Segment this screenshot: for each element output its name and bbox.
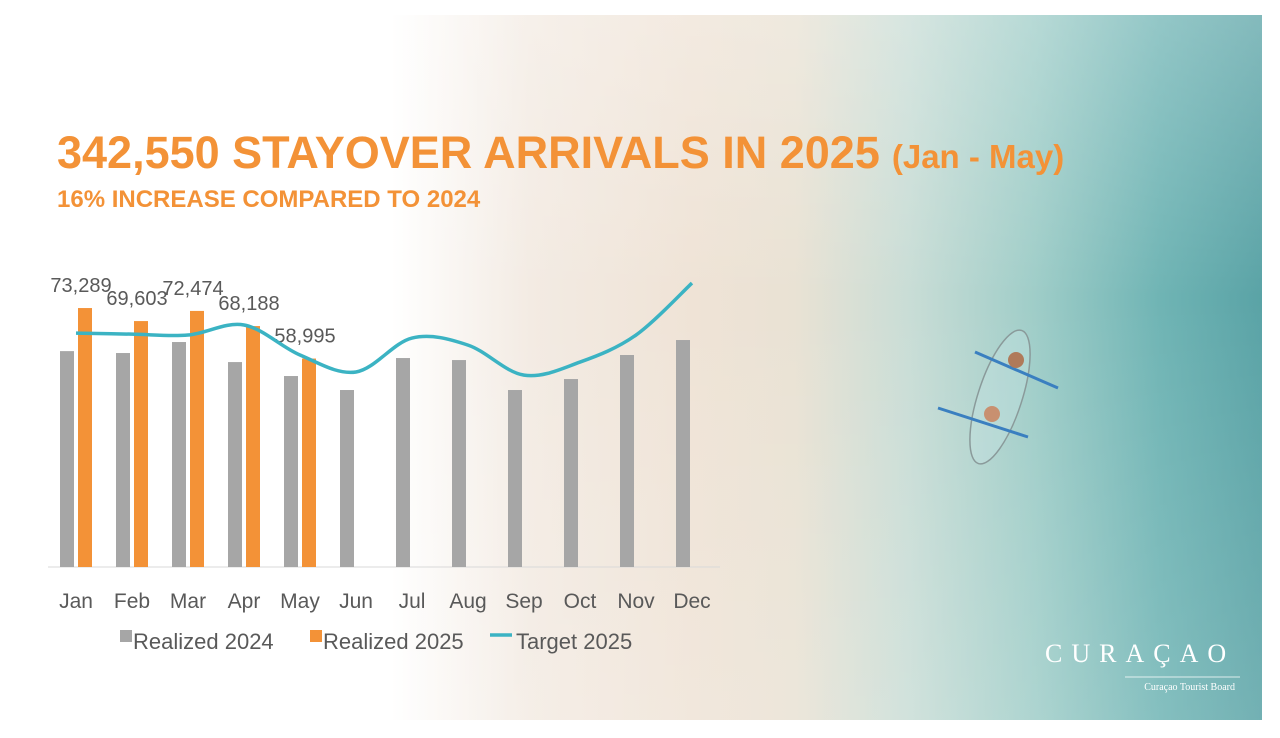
legend-label: Realized 2024 [133, 629, 274, 654]
legend-label: Target 2025 [516, 629, 632, 654]
x-tick-label: Dec [673, 590, 710, 613]
x-tick-label: Jan [59, 590, 93, 613]
logo-name: CURAÇAO [1045, 639, 1235, 668]
kayak [937, 329, 1059, 465]
x-tick-label: Feb [114, 590, 150, 613]
logo-tagline: Curaçao Tourist Board [1144, 682, 1235, 693]
chart-title-suffix: (Jan - May) [892, 138, 1064, 175]
value-label: 73,289 [50, 275, 111, 297]
x-tick-label: May [280, 590, 320, 613]
chart-title: 342,550 STAYOVER ARRIVALS IN 2025 [57, 127, 880, 178]
bar [396, 358, 410, 567]
x-tick-label: Jul [399, 590, 426, 613]
value-label: 58,995 [274, 326, 335, 348]
x-tick-label: Oct [564, 590, 597, 613]
x-tick-label: Nov [617, 590, 655, 613]
chart-subtitle: 16% INCREASE COMPARED TO 2024 [57, 186, 481, 213]
x-tick-label: Apr [228, 590, 261, 613]
value-label: 69,603 [106, 288, 167, 310]
bar [620, 355, 634, 567]
value-label: 72,474 [162, 278, 223, 300]
line [75, 281, 694, 378]
bar [302, 358, 316, 567]
bar [564, 379, 578, 567]
bar [340, 390, 354, 567]
bar [172, 342, 186, 567]
bar [134, 321, 148, 567]
chart-title-line: 342,550 STAYOVER ARRIVALS IN 2025 (Jan - … [57, 127, 1064, 178]
bar [676, 340, 690, 567]
bar [190, 310, 204, 567]
x-tick-label: Aug [449, 590, 486, 613]
legend-label: Realized 2025 [323, 629, 464, 654]
x-tick-label: Sep [505, 590, 542, 613]
bar [508, 390, 522, 567]
bar [60, 351, 74, 567]
bar [246, 326, 260, 567]
bar [116, 353, 130, 567]
bar [452, 360, 466, 567]
x-tick-label: Mar [170, 590, 206, 613]
value-label: 68,188 [218, 293, 279, 315]
legend-swatch [120, 630, 132, 642]
bar [284, 376, 298, 567]
bar [228, 362, 242, 567]
legend-swatch [310, 630, 322, 642]
x-tick-label: Jun [339, 590, 373, 613]
bar [78, 308, 92, 567]
